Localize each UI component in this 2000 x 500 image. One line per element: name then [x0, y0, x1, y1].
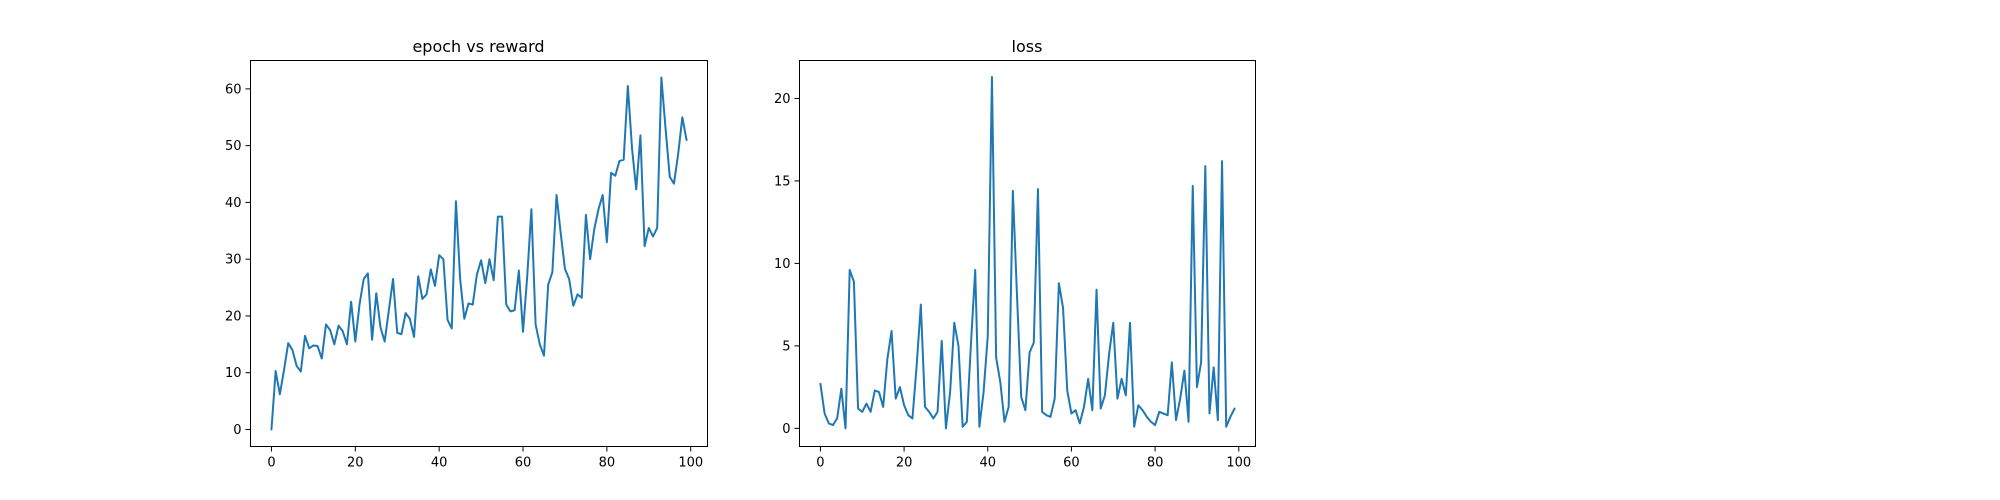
x-tick-label: 20 — [347, 456, 364, 471]
plot-frame — [799, 60, 1256, 447]
x-tick-label: 80 — [1147, 456, 1164, 471]
y-tick-label: 50 — [225, 139, 242, 154]
x-tick-label: 80 — [599, 456, 616, 471]
chart-reward: epoch vs reward 0 20 40 60 80 100 0 10 20 30 40 50… — [225, 37, 708, 471]
y-tick-label: 10 — [774, 257, 791, 272]
x-tick-label: 60 — [1063, 456, 1080, 471]
plot-frame — [250, 60, 708, 447]
y-tick-label: 0 — [782, 422, 790, 437]
y-tick-label: 15 — [774, 174, 791, 189]
x-tick-label: 0 — [267, 456, 275, 471]
y-axis: 0 5 10 15 20 — [774, 92, 800, 437]
y-tick-label: 30 — [225, 253, 242, 268]
y-axis: 0 10 20 30 40 50 60 — [225, 82, 251, 438]
chart-title: epoch vs reward — [412, 37, 544, 56]
x-tick-label: 40 — [979, 456, 996, 471]
x-tick-label: 100 — [678, 456, 703, 471]
x-tick-label: 0 — [816, 456, 824, 471]
series-layer — [270, 76, 688, 431]
y-tick-label: 20 — [225, 309, 242, 324]
x-tick-label: 60 — [515, 456, 532, 471]
y-tick-label: 0 — [233, 423, 241, 438]
series-line — [270, 76, 688, 431]
y-tick-label: 10 — [225, 366, 242, 381]
x-tick-label: 20 — [896, 456, 913, 471]
x-tick-label: 100 — [1226, 456, 1251, 471]
chart-loss: loss 0 20 40 60 80 100 0 5 10 15 20 — [774, 37, 1256, 471]
y-tick-label: 20 — [774, 92, 791, 107]
y-tick-label: 60 — [225, 82, 242, 97]
x-axis: 0 20 40 60 80 100 — [816, 446, 1251, 471]
y-tick-label: 40 — [225, 196, 242, 211]
x-tick-label: 40 — [431, 456, 448, 471]
series-layer — [819, 76, 1236, 430]
y-tick-label: 5 — [782, 339, 790, 354]
series-line — [819, 76, 1236, 430]
chart-title: loss — [1012, 37, 1043, 56]
x-axis: 0 20 40 60 80 100 — [267, 446, 703, 471]
